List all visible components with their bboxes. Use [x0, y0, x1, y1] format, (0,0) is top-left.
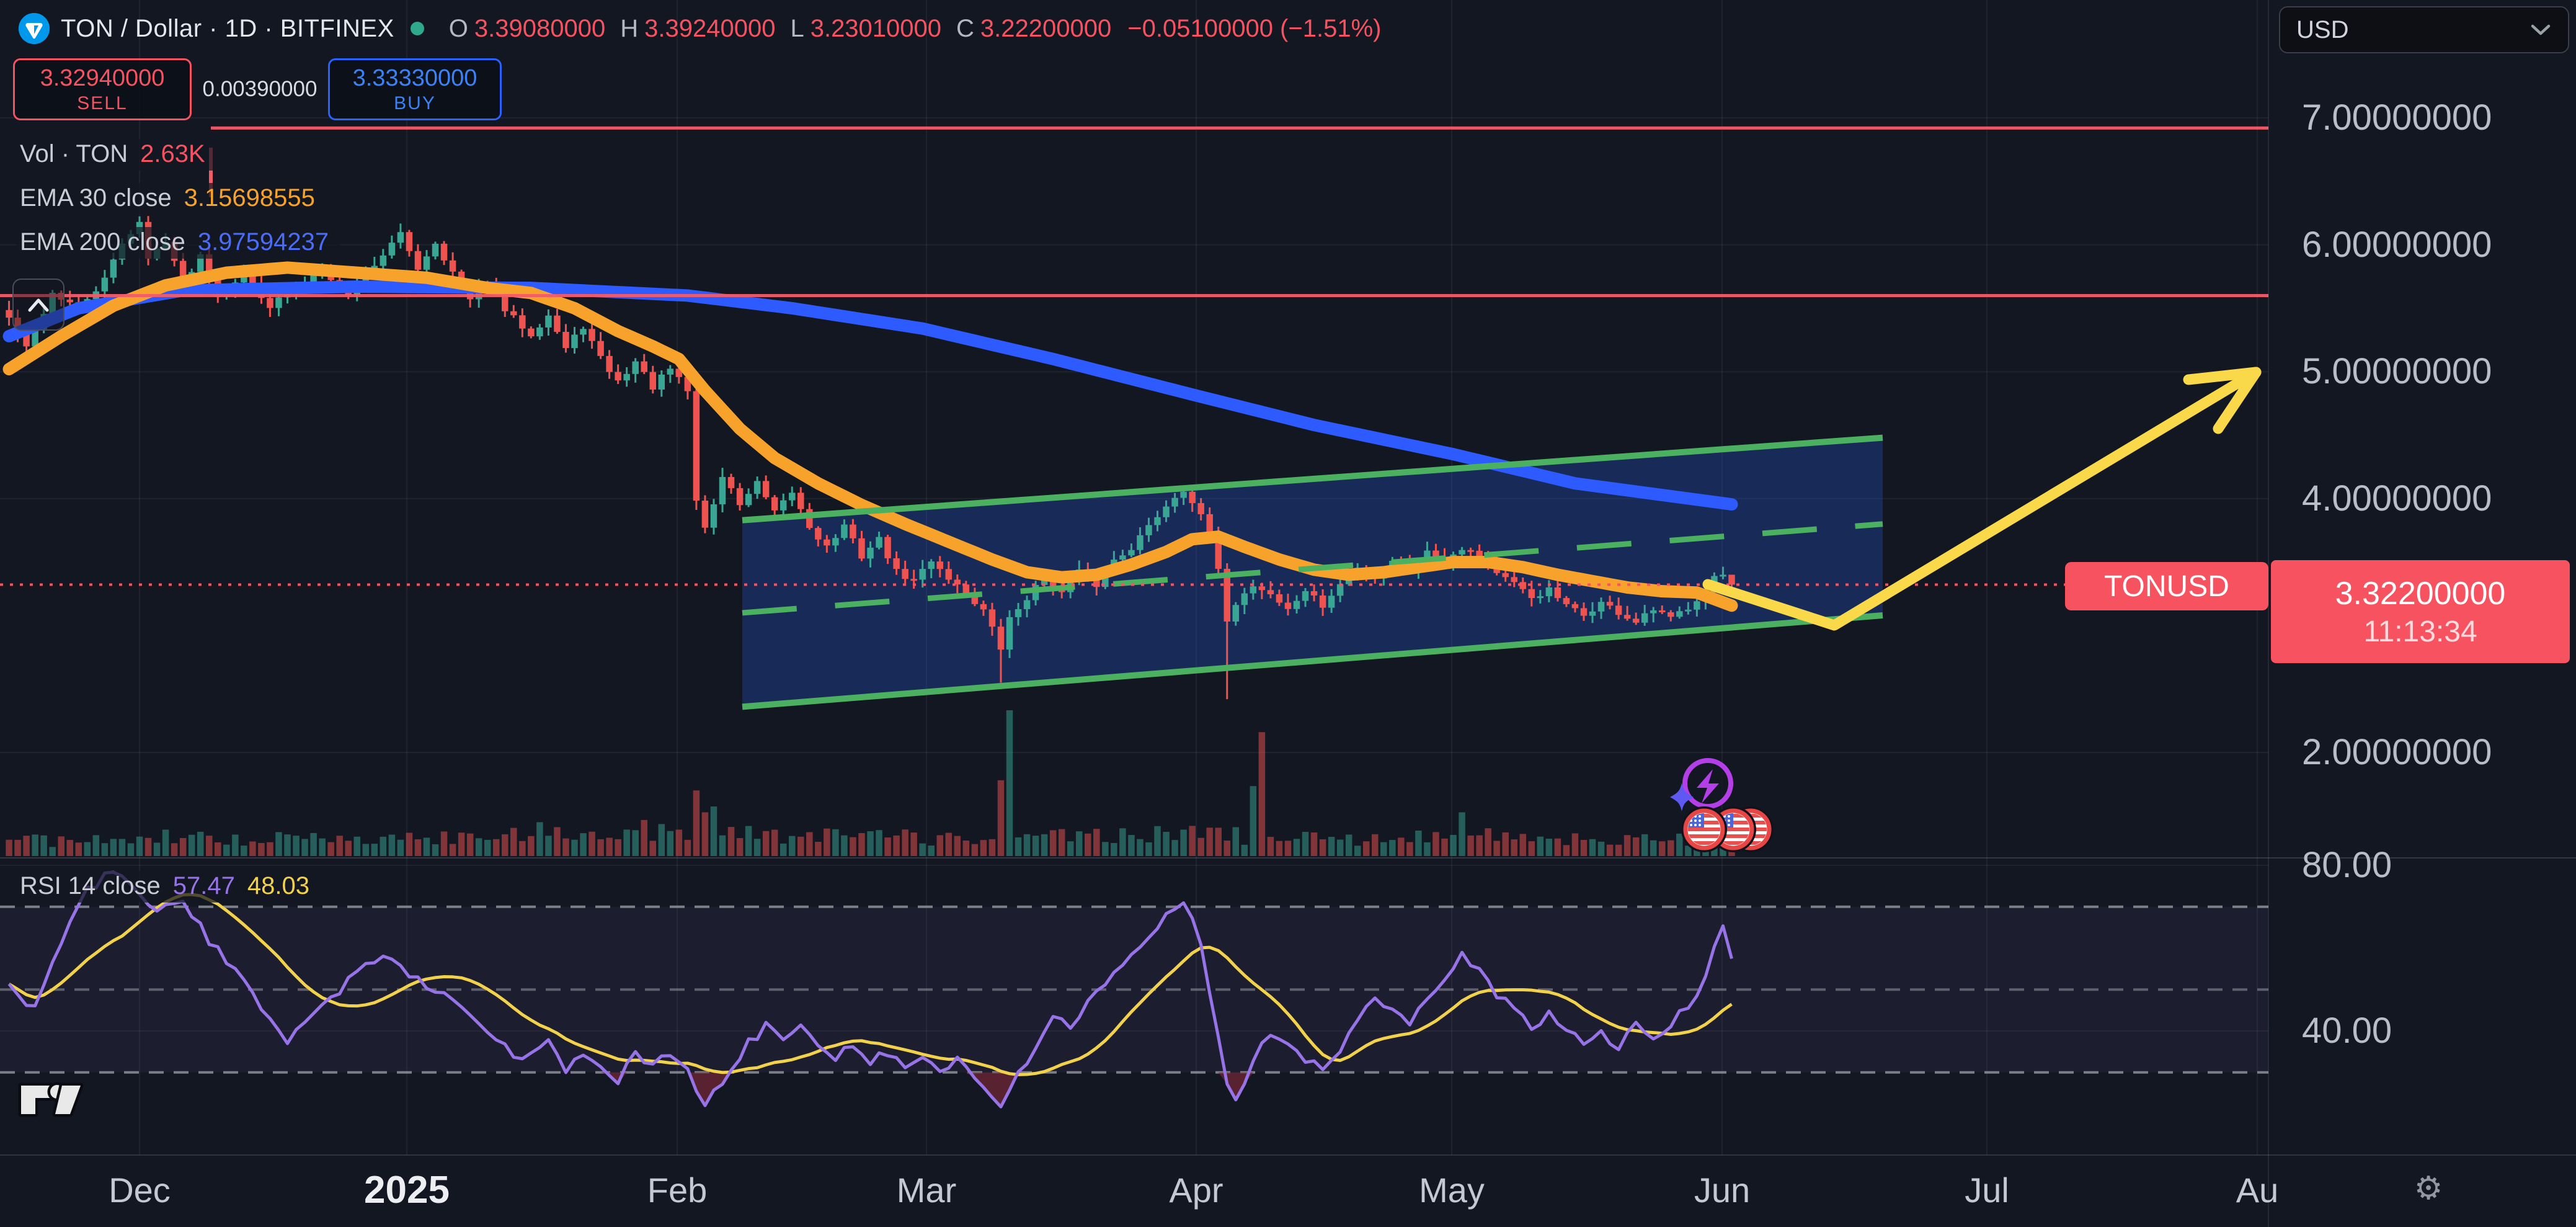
rsi-value: 57.47 [172, 872, 235, 899]
ton-logo-icon[interactable] [19, 13, 50, 44]
sell-price: 3.32940000 [40, 65, 165, 91]
ema200-label: EMA 200 close [20, 228, 185, 256]
lightning-sticker [1670, 758, 1733, 811]
legend-ema30[interactable]: EMA 30 close 3.15698555 [16, 183, 326, 215]
currency-selector[interactable]: USD [2279, 6, 2569, 53]
last-price-value: 3.32200000 [2335, 575, 2506, 612]
spread-value: 0.00390000 [202, 77, 318, 101]
ema200-value: 3.97594237 [197, 228, 329, 256]
volume-label: Vol · TON [20, 140, 128, 167]
chevron-up-icon [28, 298, 49, 312]
rsi-label: RSI 14 close [20, 872, 161, 899]
open-label: O [448, 14, 468, 42]
volume-value: 2.63K [140, 140, 205, 167]
tradingview-logo[interactable] [16, 1078, 86, 1120]
timezone-settings-button[interactable]: ⚙ [2414, 1171, 2443, 1207]
change-value: −0.05100000 (−1.51%) [1127, 14, 1382, 42]
buy-price: 3.33330000 [352, 65, 477, 91]
ema30-label: EMA 30 close [20, 184, 172, 212]
close-value: 3.22200000 [980, 14, 1112, 42]
market-status-icon[interactable] [410, 22, 424, 35]
price-axis-label: 7.00000000 [2302, 97, 2492, 138]
time-axis-label: Au [2236, 1171, 2279, 1210]
time-axis-label: 2025 [364, 1169, 450, 1211]
low-value: 3.23010000 [810, 14, 942, 42]
rsi-axis-label: 40.00 [2302, 1011, 2392, 1051]
ema30-value: 3.15698555 [184, 184, 315, 212]
ohlc-readout: O 3.39080000 H 3.39240000 L 3.23010000 C 3.2… [440, 15, 1382, 43]
time-axis-label: Apr [1169, 1171, 1224, 1210]
close-label: C [956, 14, 974, 42]
price-axis-label: 6.00000000 [2302, 224, 2492, 265]
rsi-axis-label: 80.00 [2302, 845, 2392, 885]
time-axis-label: Feb [647, 1171, 708, 1210]
time-axis-label: Jul [1965, 1171, 2009, 1210]
buy-label: BUY [394, 92, 436, 114]
currency-label: USD [2296, 16, 2349, 43]
price-axis-label: 2.00000000 [2302, 732, 2492, 772]
price-axis-label: 4.00000000 [2302, 478, 2492, 519]
legend-ema200[interactable]: EMA 200 close 3.97594237 [16, 227, 340, 259]
high-value: 3.39240000 [644, 14, 776, 42]
high-label: H [620, 14, 639, 42]
price-axis-label: 5.00000000 [2302, 351, 2492, 392]
chart-stickers[interactable] [1637, 749, 1805, 861]
legend-volume[interactable]: Vol · TON 2.63K [16, 139, 216, 171]
time-axis-label: Dec [109, 1171, 171, 1210]
flag-stickers [1683, 808, 1772, 850]
time-axis-label: Jun [1694, 1171, 1751, 1210]
bar-countdown: 11:13:34 [2363, 615, 2477, 648]
rsi-ma-value: 48.03 [247, 872, 309, 899]
symbol-title[interactable]: TON / Dollar · 1D · BITFINEX [61, 14, 394, 42]
time-axis-label: Mar [896, 1171, 957, 1210]
symbol-header: TON / Dollar · 1D · BITFINEX O 3.39080000… [19, 9, 1381, 48]
sell-label: SELL [77, 92, 128, 114]
collapse-panel-button[interactable] [12, 279, 64, 331]
low-label: L [790, 14, 804, 42]
symbol-price-tag: TONUSD [2065, 562, 2268, 610]
last-price-axis-badge: 3.32200000 11:13:34 [2271, 560, 2570, 663]
sell-button[interactable]: 3.32940000 SELL [13, 58, 192, 120]
chevron-down-icon [2531, 24, 2551, 35]
time-axis-label: May [1419, 1171, 1485, 1210]
buy-button[interactable]: 3.33330000 BUY [328, 58, 502, 120]
legend-rsi[interactable]: RSI 14 close 57.47 48.03 [16, 871, 321, 903]
open-value: 3.39080000 [474, 14, 606, 42]
